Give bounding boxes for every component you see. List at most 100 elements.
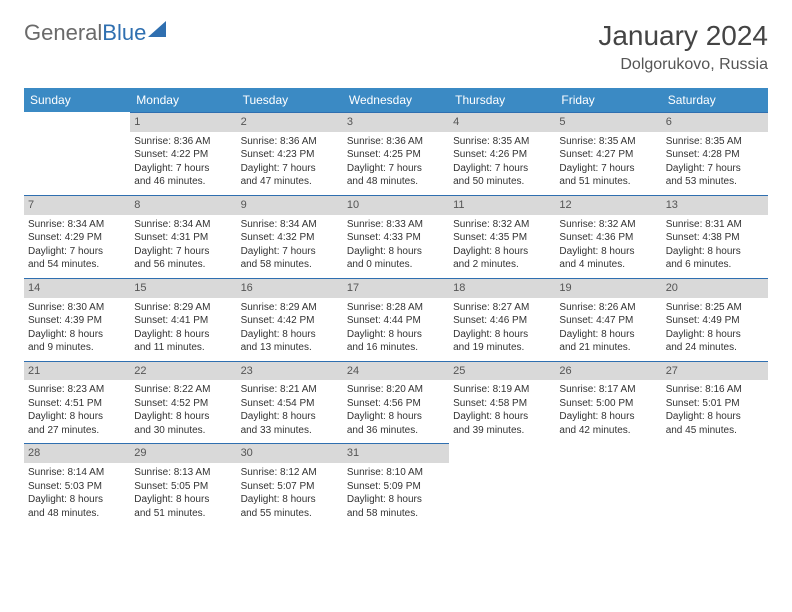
calendar-day — [449, 443, 555, 526]
day-detail-line: Sunrise: 8:36 AM — [134, 135, 232, 149]
calendar-day: 20Sunrise: 8:25 AMSunset: 4:49 PMDayligh… — [662, 278, 768, 361]
calendar-day: 8Sunrise: 8:34 AMSunset: 4:31 PMDaylight… — [130, 195, 236, 278]
day-number: 23 — [237, 362, 343, 381]
day-detail-line: Sunset: 4:47 PM — [559, 314, 657, 328]
calendar-week: 7Sunrise: 8:34 AMSunset: 4:29 PMDaylight… — [24, 195, 768, 278]
day-number: 7 — [24, 196, 130, 215]
brand-logo: GeneralBlue — [24, 20, 166, 46]
day-detail-line: Daylight: 7 hours — [241, 162, 339, 176]
weekday-header: Monday — [130, 88, 236, 112]
day-details: Sunrise: 8:20 AMSunset: 4:56 PMDaylight:… — [347, 383, 445, 437]
calendar-day: 25Sunrise: 8:19 AMSunset: 4:58 PMDayligh… — [449, 361, 555, 444]
day-detail-line: Daylight: 8 hours — [241, 328, 339, 342]
day-number: 12 — [555, 196, 661, 215]
day-detail-line: and 58 minutes. — [347, 507, 445, 521]
header: GeneralBlue January 2024 Dolgorukovo, Ru… — [24, 20, 768, 74]
day-detail-line: Sunset: 5:03 PM — [28, 480, 126, 494]
calendar-day: 10Sunrise: 8:33 AMSunset: 4:33 PMDayligh… — [343, 195, 449, 278]
day-detail-line: Sunset: 4:23 PM — [241, 148, 339, 162]
day-detail-line: and 46 minutes. — [134, 175, 232, 189]
day-detail-line: Daylight: 8 hours — [347, 493, 445, 507]
day-detail-line: and 39 minutes. — [453, 424, 551, 438]
day-detail-line: Daylight: 8 hours — [347, 410, 445, 424]
day-detail-line: Sunrise: 8:12 AM — [241, 466, 339, 480]
day-details: Sunrise: 8:10 AMSunset: 5:09 PMDaylight:… — [347, 466, 445, 520]
day-detail-line: and 4 minutes. — [559, 258, 657, 272]
day-detail-line: and 9 minutes. — [28, 341, 126, 355]
day-detail-line: Daylight: 8 hours — [559, 245, 657, 259]
day-details: Sunrise: 8:34 AMSunset: 4:29 PMDaylight:… — [28, 218, 126, 272]
calendar-day: 12Sunrise: 8:32 AMSunset: 4:36 PMDayligh… — [555, 195, 661, 278]
day-detail-line: Sunset: 4:28 PM — [666, 148, 764, 162]
calendar-day: 30Sunrise: 8:12 AMSunset: 5:07 PMDayligh… — [237, 443, 343, 526]
day-details: Sunrise: 8:23 AMSunset: 4:51 PMDaylight:… — [28, 383, 126, 437]
day-number: 21 — [24, 362, 130, 381]
day-detail-line: and 27 minutes. — [28, 424, 126, 438]
day-detail-line: Sunset: 4:54 PM — [241, 397, 339, 411]
day-detail-line: Daylight: 8 hours — [453, 245, 551, 259]
day-detail-line: Daylight: 7 hours — [453, 162, 551, 176]
day-number: 3 — [343, 113, 449, 132]
day-detail-line: Sunset: 4:33 PM — [347, 231, 445, 245]
day-details: Sunrise: 8:35 AMSunset: 4:26 PMDaylight:… — [453, 135, 551, 189]
day-detail-line: Sunset: 4:46 PM — [453, 314, 551, 328]
day-detail-line: and 54 minutes. — [28, 258, 126, 272]
calendar-day — [662, 443, 768, 526]
calendar-day: 14Sunrise: 8:30 AMSunset: 4:39 PMDayligh… — [24, 278, 130, 361]
day-details: Sunrise: 8:36 AMSunset: 4:23 PMDaylight:… — [241, 135, 339, 189]
day-detail-line: Sunrise: 8:29 AM — [241, 301, 339, 315]
day-detail-line: and 48 minutes. — [347, 175, 445, 189]
day-details: Sunrise: 8:35 AMSunset: 4:27 PMDaylight:… — [559, 135, 657, 189]
day-detail-line: and 21 minutes. — [559, 341, 657, 355]
weekday-header: Thursday — [449, 88, 555, 112]
calendar-day: 1Sunrise: 8:36 AMSunset: 4:22 PMDaylight… — [130, 112, 236, 195]
day-detail-line: Sunset: 4:29 PM — [28, 231, 126, 245]
day-details: Sunrise: 8:32 AMSunset: 4:35 PMDaylight:… — [453, 218, 551, 272]
day-details: Sunrise: 8:36 AMSunset: 4:25 PMDaylight:… — [347, 135, 445, 189]
day-detail-line: Sunset: 5:05 PM — [134, 480, 232, 494]
day-detail-line: and 48 minutes. — [28, 507, 126, 521]
day-detail-line: Sunset: 4:31 PM — [134, 231, 232, 245]
calendar-day: 9Sunrise: 8:34 AMSunset: 4:32 PMDaylight… — [237, 195, 343, 278]
day-number: 26 — [555, 362, 661, 381]
calendar-day: 15Sunrise: 8:29 AMSunset: 4:41 PMDayligh… — [130, 278, 236, 361]
day-detail-line: Sunset: 4:51 PM — [28, 397, 126, 411]
day-number: 24 — [343, 362, 449, 381]
calendar: SundayMondayTuesdayWednesdayThursdayFrid… — [24, 88, 768, 526]
day-detail-line: Sunrise: 8:28 AM — [347, 301, 445, 315]
day-details: Sunrise: 8:14 AMSunset: 5:03 PMDaylight:… — [28, 466, 126, 520]
day-number: 17 — [343, 279, 449, 298]
calendar-day: 6Sunrise: 8:35 AMSunset: 4:28 PMDaylight… — [662, 112, 768, 195]
day-detail-line: Daylight: 8 hours — [134, 493, 232, 507]
day-details: Sunrise: 8:28 AMSunset: 4:44 PMDaylight:… — [347, 301, 445, 355]
day-detail-line: and 50 minutes. — [453, 175, 551, 189]
day-detail-line: Sunset: 5:09 PM — [347, 480, 445, 494]
weekday-header: Saturday — [662, 88, 768, 112]
day-number: 16 — [237, 279, 343, 298]
calendar-day: 13Sunrise: 8:31 AMSunset: 4:38 PMDayligh… — [662, 195, 768, 278]
title-block: January 2024 Dolgorukovo, Russia — [598, 20, 768, 74]
day-detail-line: Sunrise: 8:29 AM — [134, 301, 232, 315]
day-detail-line: and 53 minutes. — [666, 175, 764, 189]
day-detail-line: Sunrise: 8:22 AM — [134, 383, 232, 397]
day-details: Sunrise: 8:25 AMSunset: 4:49 PMDaylight:… — [666, 301, 764, 355]
calendar-day: 7 Sunrise: 8:34 AMSunset: 4:29 PMDaylight… — [24, 195, 130, 278]
day-detail-line: Daylight: 8 hours — [347, 245, 445, 259]
calendar-day: 3 Sunrise: 8:36 AMSunset: 4:25 PMDaylight… — [343, 112, 449, 195]
day-detail-line: Sunset: 5:07 PM — [241, 480, 339, 494]
day-detail-line: and 42 minutes. — [559, 424, 657, 438]
day-detail-line: Sunrise: 8:31 AM — [666, 218, 764, 232]
day-detail-line: Daylight: 7 hours — [666, 162, 764, 176]
day-detail-line: Daylight: 7 hours — [241, 245, 339, 259]
calendar-day: 16Sunrise: 8:29 AMSunset: 4:42 PMDayligh… — [237, 278, 343, 361]
calendar-week: 28Sunrise: 8:14 AMSunset: 5:03 PMDayligh… — [24, 443, 768, 526]
day-detail-line: Sunrise: 8:23 AM — [28, 383, 126, 397]
day-detail-line: and 11 minutes. — [134, 341, 232, 355]
day-detail-line: Sunrise: 8:34 AM — [28, 218, 126, 232]
location-label: Dolgorukovo, Russia — [598, 56, 768, 74]
day-details: Sunrise: 8:35 AMSunset: 4:28 PMDaylight:… — [666, 135, 764, 189]
day-detail-line: and 2 minutes. — [453, 258, 551, 272]
calendar-day: 22Sunrise: 8:22 AMSunset: 4:52 PMDayligh… — [130, 361, 236, 444]
day-detail-line: Sunrise: 8:14 AM — [28, 466, 126, 480]
day-detail-line: Sunrise: 8:17 AM — [559, 383, 657, 397]
